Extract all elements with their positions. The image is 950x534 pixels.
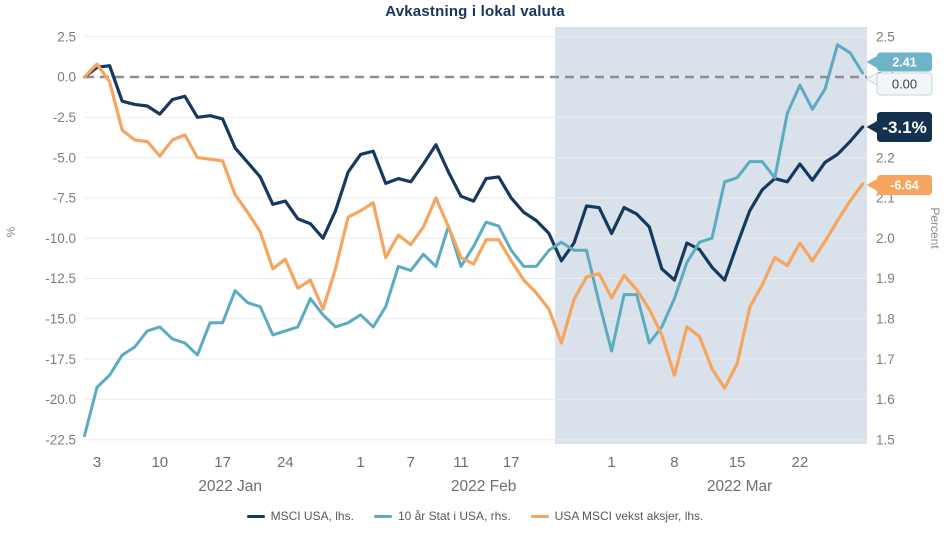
x-axis-tick: 15 xyxy=(729,454,746,471)
callout-box-zero-line-value xyxy=(876,72,933,96)
callout-arrow-us-10y-value xyxy=(866,55,878,69)
x-axis-tick: 17 xyxy=(503,454,520,471)
x-axis-tick: 17 xyxy=(214,454,231,471)
legend-swatch-us-10y xyxy=(373,514,392,518)
right-axis-tick: 1.5 xyxy=(876,432,895,447)
left-axis-tick: -15.0 xyxy=(45,312,76,327)
right-axis-tick: 1.6 xyxy=(876,392,895,407)
legend-swatch-msci-growth xyxy=(530,514,549,518)
plot-band-highlight xyxy=(555,27,867,444)
legend-item-msci-usa[interactable]: MSCI USA, lhs. xyxy=(246,509,354,523)
left-axis-tick: -20.0 xyxy=(45,392,76,407)
left-axis-title: % xyxy=(4,226,18,237)
left-axis-tick: -10.0 xyxy=(45,231,76,246)
callout-box-msci-usa-value xyxy=(877,112,932,142)
legend-item-msci-growth[interactable]: USA MSCI vekst aksjer, lhs. xyxy=(530,509,704,523)
legend-label-msci-growth: USA MSCI vekst aksjer, lhs. xyxy=(554,509,704,523)
x-axis-tick: 22 xyxy=(792,454,809,471)
series-line-msci-growth[interactable] xyxy=(82,62,865,390)
series-line-msci-usa[interactable] xyxy=(82,64,865,282)
x-axis-tick: 1 xyxy=(607,454,615,471)
legend-swatch-msci-usa xyxy=(246,514,265,518)
series-line-us-10y[interactable] xyxy=(83,43,865,438)
left-axis-tick: 0.0 xyxy=(57,70,76,85)
left-axis-tick: -22.5 xyxy=(45,432,76,447)
callout-label-msci-usa-value: -3.1% xyxy=(882,118,926,137)
right-axis-tick: 2.0 xyxy=(876,231,895,246)
right-axis-title: Percent xyxy=(928,207,942,249)
right-axis-tick: 2.2 xyxy=(876,150,895,165)
right-axis-tick: 1.7 xyxy=(876,352,895,367)
callout-box-msci-growth-value xyxy=(877,175,932,195)
x-axis-tick: 24 xyxy=(277,454,294,471)
legend-label-us-10y: 10 år Stat i USA, rhs. xyxy=(397,509,511,523)
callout-label-us-10y-value: 2.41 xyxy=(892,56,916,70)
left-axis-tick: -5.0 xyxy=(53,150,76,165)
callout-arrow-zero-line-value xyxy=(865,71,879,87)
legend-label-msci-usa: MSCI USA, lhs. xyxy=(270,509,354,523)
x-axis-tick: 7 xyxy=(407,454,415,471)
left-axis-tick: -7.5 xyxy=(53,191,76,206)
x-axis-month-label: 2022 Feb xyxy=(451,478,517,495)
callout-label-zero-line-value: 0.00 xyxy=(892,77,917,92)
legend-item-us-10y[interactable]: 10 år Stat i USA, rhs. xyxy=(373,509,511,523)
x-axis-month-label: 2022 Mar xyxy=(707,478,772,495)
callout-arrow-msci-growth-value xyxy=(866,178,878,192)
x-axis-tick: 11 xyxy=(453,454,469,471)
right-axis-tick: 2.5 xyxy=(876,29,895,44)
left-axis-tick: -12.5 xyxy=(45,271,76,286)
right-axis-tick: 1.8 xyxy=(876,312,895,327)
x-axis-tick: 1 xyxy=(356,454,364,471)
left-axis-tick: -17.5 xyxy=(45,352,76,367)
callout-label-msci-growth-value: -6.64 xyxy=(890,179,919,193)
right-axis-tick: 1.9 xyxy=(876,271,895,286)
x-axis-tick: 3 xyxy=(93,454,101,471)
left-axis-tick: 2.5 xyxy=(57,29,76,44)
x-axis-tick: 10 xyxy=(151,454,168,471)
left-axis-tick: -2.5 xyxy=(53,110,76,125)
x-axis-month-label: 2022 Jan xyxy=(198,478,262,495)
legend: MSCI USA, lhs. 10 år Stat i USA, rhs. US… xyxy=(0,509,950,523)
callout-arrow-msci-usa-value xyxy=(866,120,878,134)
x-axis-tick: 8 xyxy=(670,454,678,471)
chart-title: Avkastning i lokal valuta xyxy=(385,3,565,20)
callout-box-us-10y-value xyxy=(877,52,932,72)
